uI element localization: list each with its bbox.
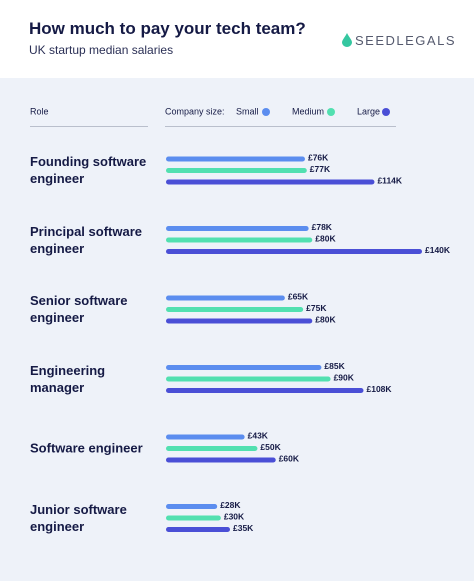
legend-title: Company size:	[165, 106, 225, 116]
bar	[166, 504, 218, 509]
data-label: £65K	[288, 291, 309, 301]
bar	[166, 527, 230, 532]
bar	[166, 249, 422, 254]
chart-panel	[0, 78, 474, 581]
legend-swatch	[327, 108, 335, 116]
data-label: £80K	[315, 314, 336, 324]
brand-icon	[342, 33, 352, 47]
data-label: £76K	[308, 152, 329, 162]
bar	[166, 515, 221, 521]
data-label: £140K	[425, 245, 451, 255]
data-label: £85K	[324, 361, 345, 371]
bar	[166, 446, 258, 451]
legend-swatch	[382, 108, 390, 116]
bar	[166, 388, 364, 393]
bar	[166, 156, 305, 162]
brand-logo: SEEDLEGALS	[355, 33, 456, 48]
bar	[166, 318, 313, 324]
category-label: Principal software engineer	[30, 223, 142, 256]
legend-label: Small	[236, 106, 259, 116]
data-label: £30K	[224, 511, 245, 521]
data-label: £60K	[279, 453, 300, 463]
bar	[166, 168, 307, 173]
data-label: £28K	[220, 500, 241, 510]
bar	[166, 179, 375, 185]
chart-subtitle: UK startup median salaries	[29, 43, 174, 57]
data-label: £78K	[312, 222, 333, 232]
category-label: Software engineer	[30, 440, 143, 456]
data-label: £50K	[260, 442, 281, 452]
bar	[166, 307, 304, 312]
chart-title: How much to pay your tech team?	[29, 19, 306, 38]
data-label: £75K	[306, 303, 327, 313]
legend-swatch	[262, 108, 270, 116]
bar	[166, 457, 276, 463]
bar	[166, 376, 331, 382]
category-label: Engineering manager	[30, 362, 106, 395]
category-header: Role	[30, 106, 49, 116]
data-label: £114K	[377, 175, 402, 185]
bar	[166, 365, 322, 370]
category-label: Founding software engineer	[30, 154, 147, 186]
category-label: Senior software engineer	[30, 293, 128, 325]
legend-label: Large	[357, 106, 380, 116]
legend-label: Medium	[292, 106, 324, 116]
data-label: £108K	[366, 384, 392, 394]
data-label: £77K	[310, 164, 331, 174]
bar	[166, 226, 309, 231]
category-label: Junior software engineer	[30, 501, 127, 534]
bar	[166, 295, 285, 301]
data-label: £80K	[315, 233, 336, 243]
data-label: £35K	[233, 523, 254, 533]
data-label: £43K	[248, 430, 269, 440]
bar	[166, 434, 245, 440]
bar	[166, 237, 313, 243]
data-label: £90K	[334, 372, 355, 382]
